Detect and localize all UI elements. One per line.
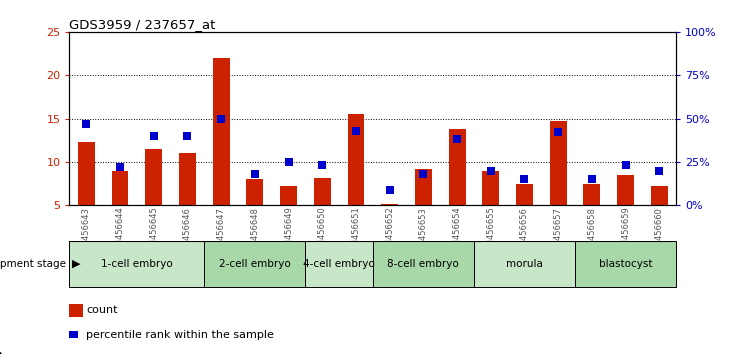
Bar <box>112 171 129 205</box>
Point <box>317 162 328 168</box>
Text: blastocyst: blastocyst <box>599 259 652 269</box>
Point <box>586 176 598 182</box>
Bar <box>78 142 95 205</box>
Text: 4-cell embryo: 4-cell embryo <box>303 259 375 269</box>
Point <box>80 121 92 127</box>
Bar <box>449 129 466 205</box>
Bar <box>280 186 297 205</box>
Bar <box>516 184 533 205</box>
Bar <box>415 169 432 205</box>
Point <box>654 168 665 173</box>
Bar <box>145 149 162 205</box>
Point <box>620 162 632 168</box>
Point <box>518 176 530 182</box>
Bar <box>617 175 634 205</box>
Bar <box>651 186 667 205</box>
Bar <box>306 241 373 287</box>
Text: count: count <box>86 306 118 315</box>
Bar <box>482 171 499 205</box>
Text: ▶: ▶ <box>72 259 80 269</box>
Text: morula: morula <box>506 259 543 269</box>
Bar <box>373 241 474 287</box>
Bar <box>69 241 204 287</box>
Text: 1-cell embryo: 1-cell embryo <box>101 259 173 269</box>
Bar <box>583 184 600 205</box>
Point <box>181 133 193 139</box>
Bar <box>179 153 196 205</box>
Text: 8-cell embryo: 8-cell embryo <box>387 259 459 269</box>
Point <box>249 171 261 177</box>
Point <box>451 137 463 142</box>
Bar <box>314 178 330 205</box>
Bar <box>575 241 676 287</box>
Text: 2-cell embryo: 2-cell embryo <box>219 259 291 269</box>
Point <box>553 130 564 135</box>
Point <box>215 116 227 121</box>
Point <box>148 133 159 139</box>
Bar <box>550 121 567 205</box>
Point <box>283 159 295 165</box>
Bar <box>204 241 306 287</box>
Point <box>114 164 126 170</box>
Bar <box>213 58 230 205</box>
Text: percentile rank within the sample: percentile rank within the sample <box>86 330 274 339</box>
Point <box>350 128 362 133</box>
Point <box>417 171 429 177</box>
Point <box>384 187 395 193</box>
Point <box>485 168 496 173</box>
Bar <box>347 114 364 205</box>
Bar <box>474 241 575 287</box>
Text: development stage: development stage <box>0 259 66 269</box>
Text: GDS3959 / 237657_at: GDS3959 / 237657_at <box>69 18 216 31</box>
Bar <box>246 179 263 205</box>
